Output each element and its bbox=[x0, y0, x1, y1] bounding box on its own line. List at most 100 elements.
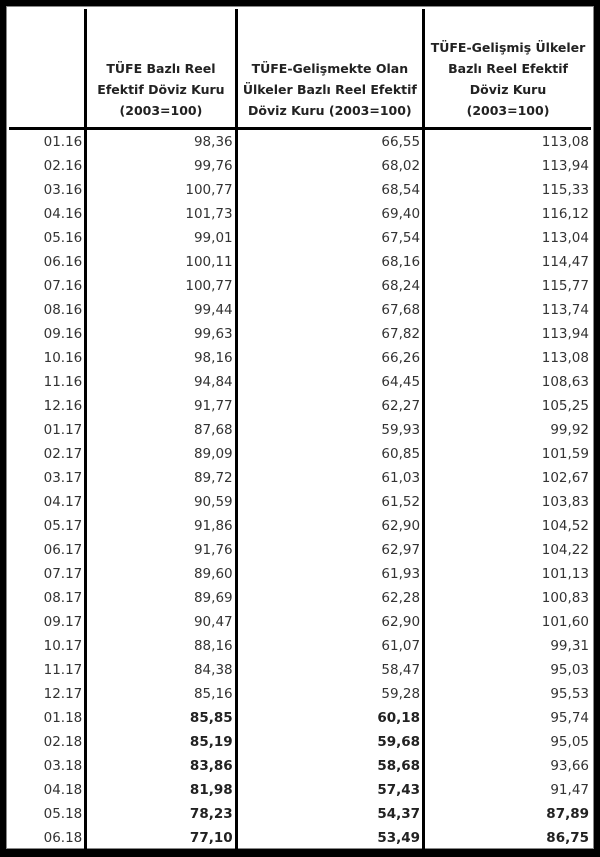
cpi-developed-reer-cell: 113,08 bbox=[422, 128, 591, 154]
cpi-developed-reer-cell: 105,25 bbox=[422, 394, 591, 418]
cpi-developed-reer-cell: 114,47 bbox=[422, 250, 591, 274]
cpi-reer-cell: 99,76 bbox=[84, 154, 238, 178]
cpi-developing-reer-cell: 64,45 bbox=[234, 370, 426, 394]
cpi-developed-reer-cell: 101,59 bbox=[422, 442, 591, 466]
real-effective-exchange-rate-table: TÜFE Bazlı Reel Efektif Döviz Kuru (2003… bbox=[9, 9, 591, 850]
table-row: 03.16 100,77 68,54 115,33 bbox=[9, 178, 591, 202]
cpi-developing-reer-cell: 68,54 bbox=[234, 178, 426, 202]
cpi-developed-reer-cell: 87,89 bbox=[422, 802, 591, 826]
table-row: 09.17 90,47 62,90 101,60 bbox=[9, 610, 591, 634]
cpi-developed-reer-cell: 95,05 bbox=[422, 730, 591, 754]
period-cell: 06.16 bbox=[9, 250, 88, 274]
cpi-reer-cell: 77,10 bbox=[84, 826, 238, 850]
cpi-reer-cell: 85,85 bbox=[84, 706, 238, 730]
cpi-reer-cell: 83,86 bbox=[84, 754, 238, 778]
cpi-developed-reer-cell: 86,75 bbox=[422, 826, 591, 850]
cpi-developing-reer-cell: 66,26 bbox=[234, 346, 426, 370]
cpi-developing-reer-cell: 59,93 bbox=[234, 418, 426, 442]
table-row: 10.17 88,16 61,07 99,31 bbox=[9, 634, 591, 658]
cpi-developed-reer-cell: 115,33 bbox=[422, 178, 591, 202]
cpi-developing-reer-cell: 61,07 bbox=[234, 634, 426, 658]
cpi-reer-cell: 91,76 bbox=[84, 538, 238, 562]
cpi-reer-cell: 89,60 bbox=[84, 562, 238, 586]
table-row: 12.16 91,77 62,27 105,25 bbox=[9, 394, 591, 418]
header-cpi-developed-reer: TÜFE-Gelişmiş Ülkeler Bazlı Reel Efektif… bbox=[422, 9, 591, 130]
table-row: 05.16 99,01 67,54 113,04 bbox=[9, 226, 591, 250]
table-row: 07.16 100,77 68,24 115,77 bbox=[9, 274, 591, 298]
table-row: 01.18 85,85 60,18 95,74 bbox=[9, 706, 591, 730]
cpi-developing-reer-cell: 59,68 bbox=[234, 730, 426, 754]
cpi-developed-reer-cell: 95,74 bbox=[422, 706, 591, 730]
cpi-reer-cell: 91,86 bbox=[84, 514, 238, 538]
period-cell: 04.16 bbox=[9, 202, 88, 226]
table-row: 02.17 89,09 60,85 101,59 bbox=[9, 442, 591, 466]
table-row: 03.17 89,72 61,03 102,67 bbox=[9, 466, 591, 490]
cpi-developing-reer-cell: 60,85 bbox=[234, 442, 426, 466]
cpi-developing-reer-cell: 67,82 bbox=[234, 322, 426, 346]
cpi-reer-cell: 98,16 bbox=[84, 346, 238, 370]
table-row: 01.17 87,68 59,93 99,92 bbox=[9, 418, 591, 442]
period-cell: 04.17 bbox=[9, 490, 88, 514]
cpi-developing-reer-cell: 53,49 bbox=[234, 826, 426, 850]
cpi-developed-reer-cell: 113,74 bbox=[422, 298, 591, 322]
period-cell: 05.16 bbox=[9, 226, 88, 250]
table-row: 12.17 85,16 59,28 95,53 bbox=[9, 682, 591, 706]
cpi-developed-reer-cell: 113,08 bbox=[422, 346, 591, 370]
period-cell: 05.17 bbox=[9, 514, 88, 538]
cpi-developing-reer-cell: 69,40 bbox=[234, 202, 426, 226]
cpi-developing-reer-cell: 61,03 bbox=[234, 466, 426, 490]
cpi-developed-reer-cell: 108,63 bbox=[422, 370, 591, 394]
cpi-developed-reer-cell: 113,94 bbox=[422, 322, 591, 346]
cpi-reer-cell: 91,77 bbox=[84, 394, 238, 418]
cpi-developed-reer-cell: 113,94 bbox=[422, 154, 591, 178]
cpi-developing-reer-cell: 54,37 bbox=[234, 802, 426, 826]
cpi-developing-reer-cell: 67,54 bbox=[234, 226, 426, 250]
period-cell: 01.16 bbox=[9, 128, 88, 154]
cpi-developing-reer-cell: 58,68 bbox=[234, 754, 426, 778]
cpi-developing-reer-cell: 66,55 bbox=[234, 128, 426, 154]
cpi-reer-cell: 78,23 bbox=[84, 802, 238, 826]
table-row: 06.18 77,10 53,49 86,75 bbox=[9, 826, 591, 850]
cpi-reer-cell: 98,36 bbox=[84, 128, 238, 154]
table-row: 04.17 90,59 61,52 103,83 bbox=[9, 490, 591, 514]
period-cell: 11.16 bbox=[9, 370, 88, 394]
period-cell: 01.17 bbox=[9, 418, 88, 442]
cpi-reer-cell: 89,09 bbox=[84, 442, 238, 466]
cpi-developing-reer-cell: 68,24 bbox=[234, 274, 426, 298]
table-row: 09.16 99,63 67,82 113,94 bbox=[9, 322, 591, 346]
cpi-reer-cell: 85,19 bbox=[84, 730, 238, 754]
period-cell: 10.17 bbox=[9, 634, 88, 658]
cpi-reer-cell: 99,63 bbox=[84, 322, 238, 346]
table-row: 03.18 83,86 58,68 93,66 bbox=[9, 754, 591, 778]
cpi-developed-reer-cell: 104,22 bbox=[422, 538, 591, 562]
cpi-developed-reer-cell: 103,83 bbox=[422, 490, 591, 514]
period-cell: 12.17 bbox=[9, 682, 88, 706]
cpi-reer-cell: 90,59 bbox=[84, 490, 238, 514]
period-cell: 06.18 bbox=[9, 826, 88, 850]
period-cell: 02.16 bbox=[9, 154, 88, 178]
period-cell: 07.16 bbox=[9, 274, 88, 298]
cpi-developing-reer-cell: 58,47 bbox=[234, 658, 426, 682]
period-cell: 09.17 bbox=[9, 610, 88, 634]
period-cell: 02.18 bbox=[9, 730, 88, 754]
cpi-developing-reer-cell: 62,97 bbox=[234, 538, 426, 562]
cpi-reer-cell: 89,72 bbox=[84, 466, 238, 490]
table-row: 07.17 89,60 61,93 101,13 bbox=[9, 562, 591, 586]
period-cell: 06.17 bbox=[9, 538, 88, 562]
period-cell: 07.17 bbox=[9, 562, 88, 586]
table-row: 10.16 98,16 66,26 113,08 bbox=[9, 346, 591, 370]
cpi-reer-cell: 87,68 bbox=[84, 418, 238, 442]
cpi-developed-reer-cell: 101,60 bbox=[422, 610, 591, 634]
table-row: 05.17 91,86 62,90 104,52 bbox=[9, 514, 591, 538]
cpi-developing-reer-cell: 59,28 bbox=[234, 682, 426, 706]
cpi-developing-reer-cell: 60,18 bbox=[234, 706, 426, 730]
cpi-reer-cell: 99,44 bbox=[84, 298, 238, 322]
cpi-developing-reer-cell: 62,90 bbox=[234, 514, 426, 538]
table-row: 05.18 78,23 54,37 87,89 bbox=[9, 802, 591, 826]
period-cell: 02.17 bbox=[9, 442, 88, 466]
period-cell: 11.17 bbox=[9, 658, 88, 682]
cpi-developing-reer-cell: 67,68 bbox=[234, 298, 426, 322]
header-cpi-developing-reer: TÜFE-Gelişmekte Olan Ülkeler Bazlı Reel … bbox=[234, 9, 426, 130]
cpi-developing-reer-cell: 62,27 bbox=[234, 394, 426, 418]
cpi-developed-reer-cell: 115,77 bbox=[422, 274, 591, 298]
